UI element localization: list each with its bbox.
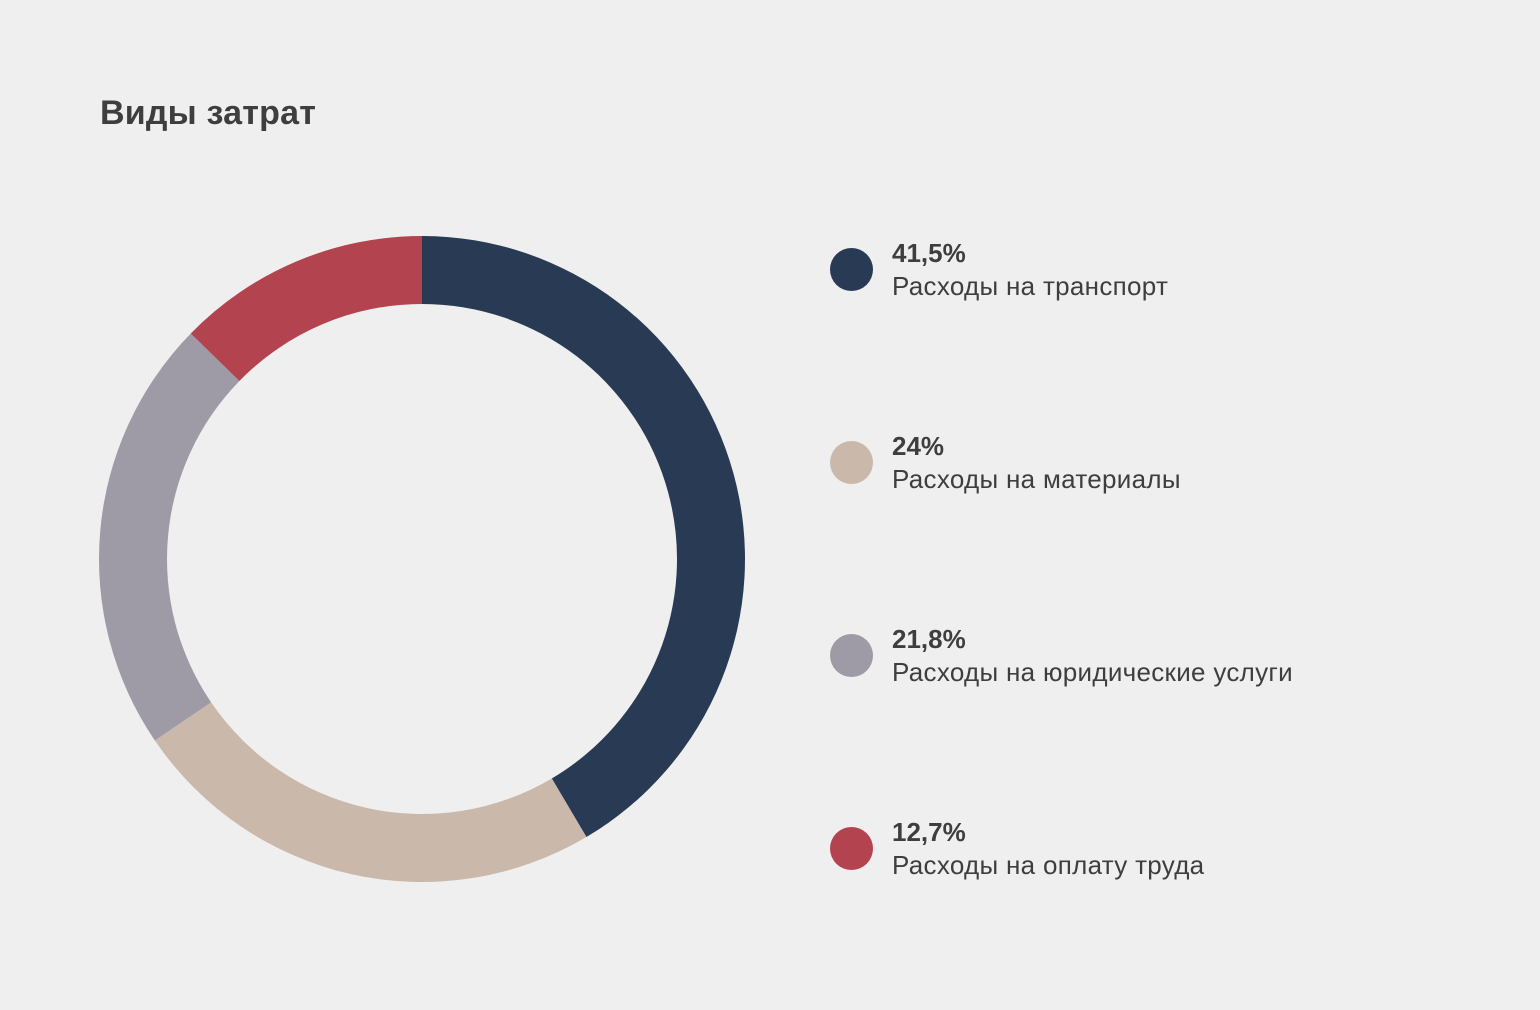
- donut-slice-labor: [190, 236, 422, 381]
- legend-label-materials: Расходы на материалы: [892, 464, 1181, 494]
- donut-slice-transport: [422, 236, 745, 838]
- legend-value-transport: 41,5%: [892, 238, 966, 268]
- legend-label-legal: Расходы на юридические услуги: [892, 657, 1294, 687]
- legend-item-legal: 21,8% Расходы на юридические услуги: [830, 624, 1510, 817]
- donut-chart: [99, 236, 745, 882]
- legend-swatch-labor: [830, 827, 873, 870]
- legend-swatch-materials: [830, 441, 873, 484]
- legend-value-materials: 24%: [892, 431, 945, 461]
- chart-title: Виды затрат: [100, 94, 317, 132]
- legend-swatch-legal: [830, 634, 873, 677]
- legend-swatch-transport: [830, 248, 873, 291]
- legend-item-materials: 24% Расходы на материалы: [830, 431, 1510, 624]
- legend-value-labor: 12,7%: [892, 817, 966, 847]
- legend-item-transport: 41,5% Расходы на транспорт: [830, 238, 1510, 431]
- legend-value-legal: 21,8%: [892, 624, 966, 654]
- legend-label-transport: Расходы на транспорт: [892, 271, 1169, 301]
- legend-label-labor: Расходы на оплату труда: [892, 850, 1205, 880]
- chart-legend: 41,5% Расходы на транспорт 24% Расходы н…: [830, 238, 1510, 1010]
- legend-item-labor: 12,7% Расходы на оплату труда: [830, 817, 1510, 1010]
- donut-slice-materials: [154, 702, 587, 882]
- donut-slice-legal: [99, 333, 240, 741]
